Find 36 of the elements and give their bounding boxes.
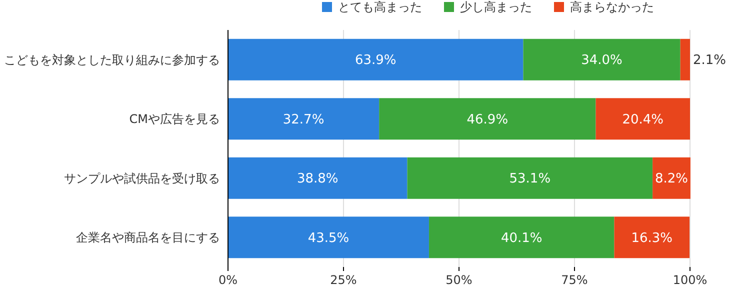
- data-label: 20.4%: [622, 112, 664, 128]
- bar: [680, 38, 690, 80]
- data-label: 34.0%: [581, 53, 622, 68]
- x-tick-label: 50%: [446, 273, 472, 287]
- legend-label: とても高まった: [338, 0, 422, 14]
- bar: [652, 157, 690, 199]
- bar: [228, 216, 429, 258]
- y-tick-label: CMや広告を見る: [129, 112, 220, 126]
- data-label: 40.1%: [500, 230, 542, 246]
- legend-label: 少し高まった: [460, 0, 532, 14]
- bar: [228, 38, 524, 80]
- data-label: 38.8%: [296, 172, 338, 187]
- data-label: 32.7%: [282, 112, 324, 128]
- x-tick-label: 25%: [330, 273, 357, 287]
- data-label: 53.1%: [509, 172, 551, 187]
- y-tick-label: 企業名や商品名を目にする: [76, 230, 220, 245]
- data-label: 63.9%: [354, 53, 396, 68]
- bar: [379, 98, 596, 140]
- data-label: 8.2%: [655, 172, 688, 187]
- bar: [228, 157, 408, 199]
- y-tick-label: サンプルや試供品を受け取る: [64, 171, 220, 186]
- x-tick-label: 75%: [561, 273, 588, 287]
- x-tick-label: 0%: [218, 273, 238, 287]
- bar: [228, 98, 380, 140]
- bar: [407, 157, 653, 199]
- x-tick-label: 100%: [672, 273, 708, 287]
- bar: [523, 38, 680, 80]
- data-label: 16.3%: [631, 230, 673, 246]
- bar: [428, 216, 614, 258]
- data-label: 2.1%: [693, 53, 726, 68]
- legend-label: 高まらなかった: [570, 0, 654, 14]
- data-label: 43.5%: [308, 230, 350, 246]
- data-label: 46.9%: [466, 112, 508, 128]
- bar: [596, 98, 690, 140]
- y-tick-label: こどもを対象とした取り組みに参加する: [4, 52, 220, 67]
- bar: [614, 216, 690, 258]
